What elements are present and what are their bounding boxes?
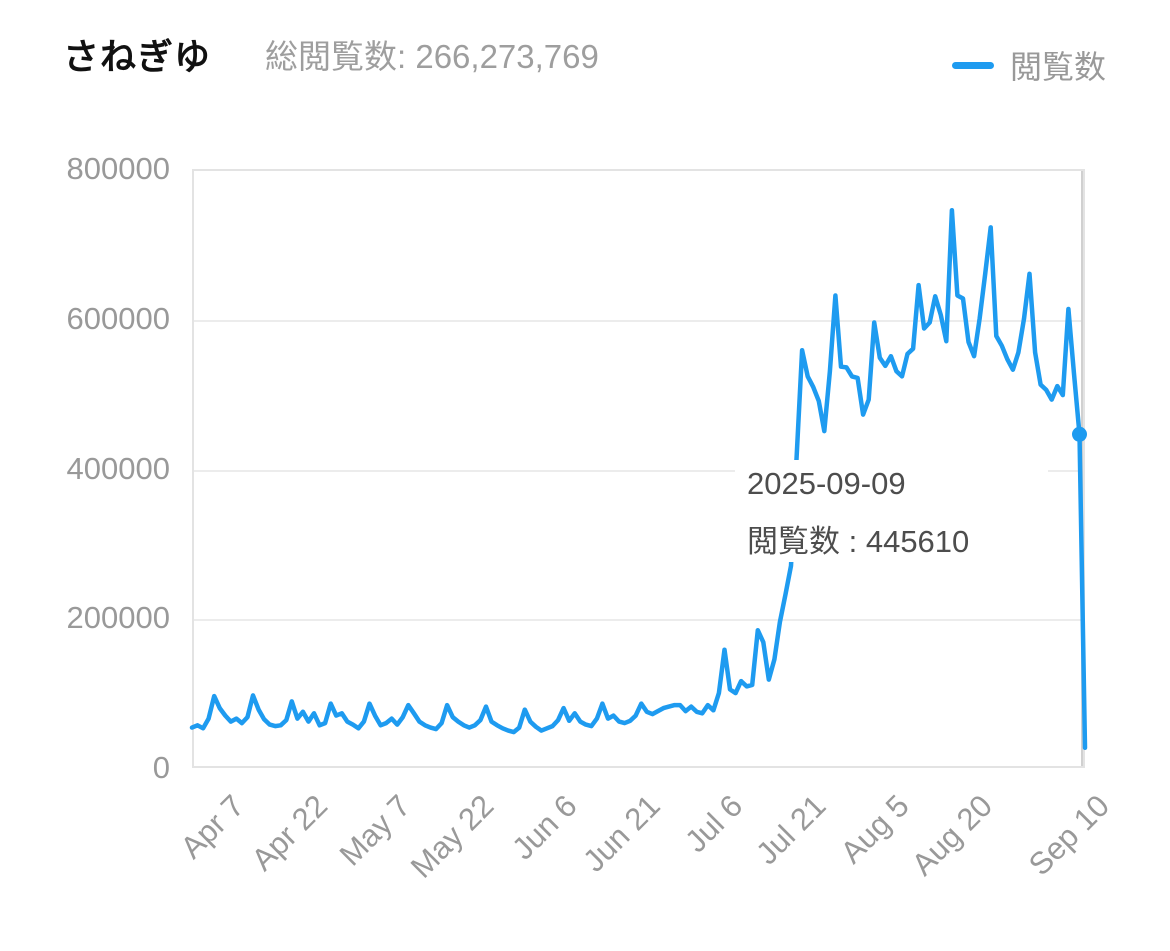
gridline-200000 <box>194 619 1083 622</box>
y-axis-label-400000: 400000 <box>66 450 170 486</box>
legend-line-icon <box>951 61 994 69</box>
y-axis-label-800000: 800000 <box>66 151 170 186</box>
tooltip-date: 2025-09-09 <box>747 466 906 501</box>
legend-item-views[interactable]: 閲覧数 <box>951 42 1106 88</box>
gridline-400000 <box>194 469 1083 472</box>
y-axis-label-200000: 200000 <box>66 600 170 636</box>
tooltip: 2025-09-09 閲覧数 : 445610 <box>735 460 1048 562</box>
tooltip-value: 閲覧数 : 445610 <box>747 524 970 559</box>
legend-label: 閲覧数 <box>1009 49 1106 85</box>
y-axis-label-600000: 600000 <box>66 300 170 336</box>
highlighted-point[interactable] <box>1072 426 1087 442</box>
page-title: さねぎゆ <box>63 36 212 77</box>
gridline-600000 <box>194 319 1083 322</box>
views-line-series[interactable] <box>189 207 1088 751</box>
total-views-label: 総閲覧数: 266,273,769 <box>265 38 599 75</box>
y-axis-label-0: 0 <box>152 750 170 785</box>
